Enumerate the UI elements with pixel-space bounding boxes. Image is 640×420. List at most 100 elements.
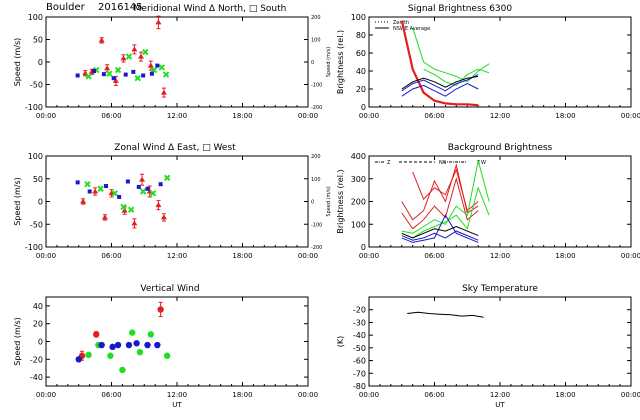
data-point: [97, 185, 104, 192]
data-point: [75, 180, 80, 185]
y-tick-label: 0: [361, 243, 366, 252]
data-point: [136, 348, 144, 356]
series-red: [80, 173, 167, 229]
data-point: [114, 66, 122, 74]
y-tick-label: 80: [356, 31, 366, 40]
series-line: [401, 74, 479, 92]
y-axis-label: Brightness (rel.): [336, 169, 345, 233]
y-right-axis-label: Speed (m/s): [326, 186, 332, 216]
data-point: [136, 184, 141, 189]
data-point: [162, 71, 170, 78]
series-blue: [401, 74, 479, 92]
series-line: [401, 230, 479, 241]
y-tick-label: 20: [356, 85, 366, 94]
x-axis-label: UT: [172, 401, 182, 409]
data-point: [145, 186, 150, 191]
data-point: [92, 188, 99, 194]
data-point: [131, 46, 138, 52]
x-tick-label: 06:00: [101, 112, 121, 120]
y-tick-label: 60: [356, 49, 366, 58]
data-point: [147, 62, 154, 68]
x-tick-label: 18:00: [232, 391, 252, 399]
data-point: [125, 341, 133, 349]
data-point: [141, 73, 146, 78]
data-point: [133, 340, 140, 347]
plot-frame: [368, 155, 632, 248]
data-point: [160, 89, 167, 95]
data-point: [155, 202, 162, 208]
y-tick-label: 0: [361, 103, 366, 112]
series-line: [400, 20, 479, 107]
site-label: Boulder: [46, 2, 86, 13]
series-line: [401, 83, 479, 97]
y-tick-label: 0: [38, 58, 43, 67]
y-axis-label: Speed (m/s): [13, 38, 22, 87]
x-tick-label: 00:00: [36, 391, 56, 399]
series-line: [412, 27, 490, 83]
data-point: [75, 356, 82, 363]
series-line: [407, 311, 484, 318]
y-right-tick-label: 200: [311, 154, 321, 160]
y-tick-label: 300: [351, 175, 366, 184]
plot-frame: [45, 296, 309, 387]
data-point: [121, 207, 128, 213]
data-point: [120, 55, 127, 61]
series-blue: [401, 83, 479, 97]
data-point: [155, 63, 160, 68]
series-line: [401, 160, 490, 234]
data-point: [117, 194, 122, 199]
x-tick-label: 18:00: [232, 252, 252, 260]
series-blue: [401, 230, 479, 241]
y-right-tick-label: 0: [311, 60, 314, 66]
data-point: [111, 190, 118, 197]
y-tick-label: -30: [353, 318, 366, 327]
data-point: [120, 203, 127, 211]
date-label: 2016145: [98, 2, 143, 13]
x-tick-label: 00:00: [298, 112, 318, 120]
y-right-tick-label: 100: [311, 177, 321, 183]
data-point: [154, 341, 161, 349]
chart-title: Meridional Wind Δ North, □ South: [134, 4, 287, 14]
x-tick-label: 00:00: [298, 252, 318, 260]
y-tick-label: 50: [33, 175, 43, 184]
y-tick-label: 100: [351, 13, 366, 22]
y-tick-label: -50: [353, 344, 366, 353]
panel-skytemp: Sky Temperature 00:00 06:00 12:00 18:00 00:00…: [336, 284, 640, 409]
data-point: [125, 179, 130, 184]
panel-meridional: Meridional Wind Δ North, □ South 00:00 06:…: [13, 4, 332, 120]
plot-frame: [45, 16, 309, 108]
data-point: [84, 181, 91, 188]
x-tick-label: 18:00: [555, 252, 575, 260]
x-tick-label: 00:00: [36, 112, 56, 120]
y-tick-label: -80: [353, 382, 366, 391]
data-point: [163, 352, 171, 359]
x-tick-label: 18:00: [232, 112, 252, 120]
series-green: [84, 174, 171, 213]
data-point: [92, 69, 97, 73]
y-tick-label: -60: [353, 357, 366, 366]
y-tick-label: -50: [30, 220, 43, 229]
series-line: [401, 186, 490, 239]
data-point: [114, 341, 122, 349]
series-green: [85, 329, 171, 374]
series-line: [423, 68, 490, 86]
x-tick-label: 06:00: [101, 252, 121, 260]
series-green: [401, 186, 490, 239]
x-tick-label: 18:00: [555, 391, 575, 399]
series-black: [407, 311, 484, 318]
panel-background: Background Brightness 00:00 06:00 12:00 18:0…: [336, 143, 640, 260]
y-right-tick-label: -200: [311, 105, 322, 111]
series-green: [85, 48, 170, 82]
y-tick-label: -20: [30, 355, 43, 364]
data-point: [129, 329, 136, 336]
legend-label: NSWE Average: [393, 26, 430, 32]
y-tick-label: 100: [351, 220, 366, 229]
x-tick-label: 12:00: [167, 252, 187, 260]
panel-zonal: Zonal Wind Δ East, □ West 00:00 06:00 12:00…: [13, 143, 332, 260]
plot-frame: [368, 296, 632, 387]
panel-signal: Signal Brightness 6300 00:00 06:00 12:00 18:…: [336, 4, 640, 120]
data-point: [101, 72, 106, 77]
data-point: [158, 182, 163, 187]
series-green: [401, 160, 490, 234]
data-point: [139, 176, 146, 182]
